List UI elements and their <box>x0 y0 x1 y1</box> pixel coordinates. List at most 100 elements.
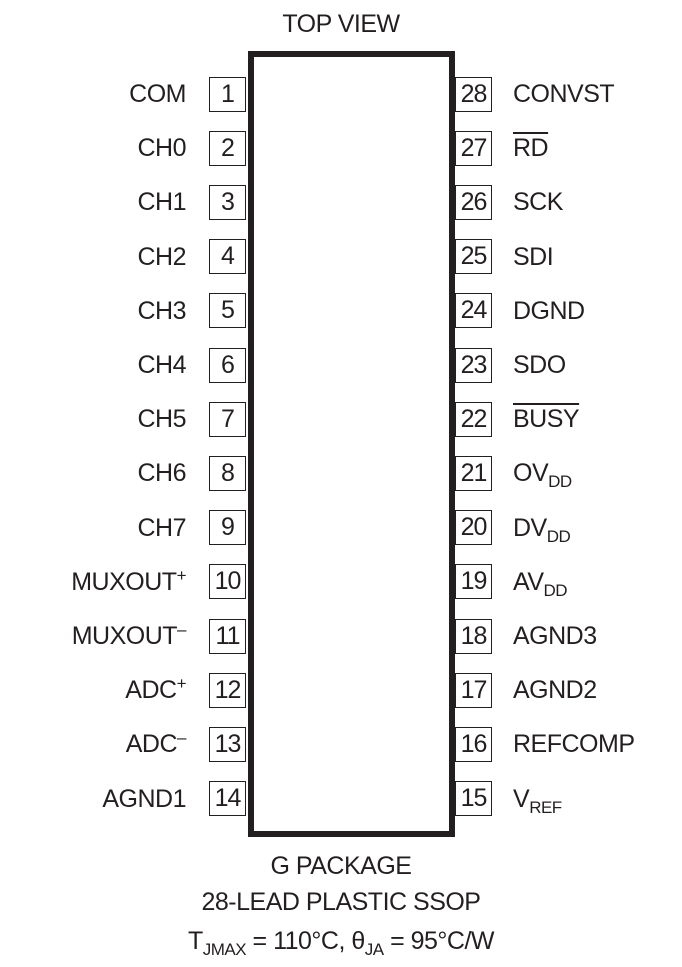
pin-name: V <box>513 784 530 813</box>
pin-name: OV <box>513 459 549 488</box>
tjmax-value: = 110°C, θ <box>246 927 366 955</box>
pin-name: SDO <box>513 351 566 379</box>
pin-number-box: 11 <box>209 618 246 654</box>
pin-name: DV <box>513 513 547 542</box>
pin-label: AVDD <box>513 567 568 600</box>
pin-number-box: 10 <box>209 564 246 600</box>
pin-number-box: 18 <box>455 618 492 654</box>
pin-label: OVDD <box>513 458 572 492</box>
pin-name: COM <box>129 80 186 108</box>
pin-number-box: 5 <box>209 293 246 329</box>
pin-label: RD <box>513 133 549 163</box>
pin-label: ADC+ <box>6 675 186 705</box>
pin-number-box: 23 <box>455 347 492 383</box>
pin-label: BUSY <box>513 404 580 434</box>
pin-label: CH3 <box>6 296 186 326</box>
pin-label: CONVST <box>513 79 615 109</box>
pin-name: CH1 <box>137 188 186 217</box>
pin-number-box: 8 <box>209 455 246 491</box>
pin-name: BUSY <box>513 405 580 434</box>
pin-subscript: DD <box>548 472 572 492</box>
pin-number-box: 12 <box>209 672 246 708</box>
pin-name: SDI <box>513 242 554 271</box>
pin-number-box: 20 <box>455 510 492 546</box>
pin-superscript: + <box>176 674 187 694</box>
pin-name: ADC <box>125 676 177 705</box>
pin-number-box: 4 <box>209 239 246 275</box>
pin-label: SDO <box>513 350 566 380</box>
pin-number-box: 1 <box>209 76 246 112</box>
pin-number-box: 6 <box>209 347 246 383</box>
pin-number-box: 26 <box>455 184 492 220</box>
pin-name: CONVST <box>513 80 615 108</box>
pin-label: CH4 <box>6 350 186 380</box>
pin-label: CH1 <box>6 187 186 217</box>
pin-subscript: DD <box>546 526 571 546</box>
pin-name: AGND1 <box>102 784 186 813</box>
pin-name: CH7 <box>137 513 186 542</box>
pin-label: CH6 <box>6 458 186 488</box>
pin-name: CH6 <box>137 459 186 488</box>
pin-number-box: 7 <box>209 401 246 437</box>
pin-number-box: 24 <box>455 293 492 329</box>
pin-label: DVDD <box>513 513 571 546</box>
pin-label: CH7 <box>6 513 186 543</box>
pin-label: COM <box>6 79 186 109</box>
pin-name: ADC <box>125 730 178 759</box>
pin-name: SCK <box>513 188 563 217</box>
pin-number-box: 17 <box>455 672 492 708</box>
pin-number-box: 27 <box>455 130 492 166</box>
pin-number-box: 25 <box>455 239 492 275</box>
thermal-spec: TJMAX = 110°C, θJA = 95°C/W <box>0 927 682 959</box>
pin-name: CH4 <box>137 351 186 379</box>
pin-superscript: – <box>177 728 186 748</box>
pin-number-box: 15 <box>455 781 492 817</box>
ic-package-body <box>248 51 455 837</box>
pin-name: CH3 <box>137 296 186 325</box>
theta-subscript: JA <box>364 940 384 959</box>
pin-label: MUXOUT+ <box>6 567 186 597</box>
package-name: G PACKAGE <box>270 852 412 880</box>
pin-label: AGND1 <box>6 784 186 814</box>
pin-name: CH0 <box>137 134 186 163</box>
pin-name: AGND2 <box>513 676 597 705</box>
pin-subscript: DD <box>543 580 568 600</box>
pin-label: MUXOUT– <box>6 620 187 651</box>
pin-name: CH5 <box>137 405 186 434</box>
pin-name: AGND3 <box>513 622 597 650</box>
pin-number-box: 2 <box>209 130 246 166</box>
pin-name: DGND <box>513 296 585 325</box>
pin-number-box: 21 <box>455 455 492 491</box>
pin-label: SCK <box>513 187 563 217</box>
pin-label: AGND2 <box>513 675 597 705</box>
pin-number-box: 28 <box>455 76 492 112</box>
pin-name: REFCOMP <box>513 730 635 759</box>
theta-value: = 95°C/W <box>383 927 495 955</box>
pin-name: AV <box>513 567 544 596</box>
pin-number-box: 19 <box>455 564 492 600</box>
tjmax-subscript: JMAX <box>202 940 247 959</box>
pin-superscript: + <box>176 565 187 585</box>
pin-superscript: – <box>177 620 186 639</box>
pin-number-box: 13 <box>209 726 246 762</box>
pin-label: CH2 <box>6 242 186 272</box>
pin-label: REFCOMP <box>513 729 635 759</box>
lead-description: 28-LEAD PLASTIC SSOP <box>201 888 481 916</box>
pin-label: AGND3 <box>513 621 597 651</box>
pin-name: RD <box>513 134 549 163</box>
pin-number-box: 3 <box>209 184 246 220</box>
pin-name: CH2 <box>137 242 186 271</box>
pin-label: CH0 <box>6 133 186 163</box>
pin-number-box: 16 <box>455 726 492 762</box>
top-view-title: TOP VIEW <box>282 10 400 38</box>
pin-label: CH5 <box>6 404 186 434</box>
pin-subscript: REF <box>529 797 562 817</box>
pin-label: SDI <box>513 242 554 272</box>
pin-label: DGND <box>513 296 585 326</box>
pin-label: ADC– <box>6 728 187 759</box>
pin-name: MUXOUT <box>71 567 177 596</box>
pin-number-box: 14 <box>209 781 246 817</box>
tjmax-symbol: T <box>187 927 203 955</box>
pin-label: VREF <box>513 784 562 817</box>
pin-number-box: 22 <box>455 401 492 437</box>
